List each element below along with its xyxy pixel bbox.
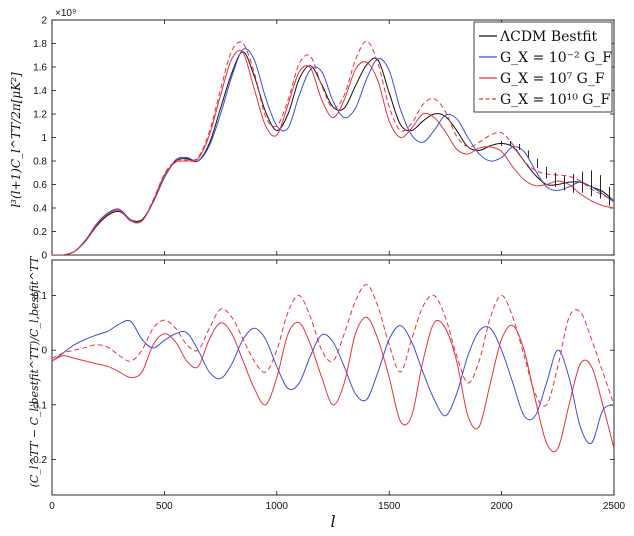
legend-box [473, 21, 613, 113]
bottom-y-tick-label-1: -0.1 [30, 400, 48, 411]
top-axis-ticks: 0 0.2 0.4 0.6 0.8 1 1.2 1.4 1.6 1.8 2 [33, 16, 615, 262]
legend-label-0: ΛCDM Bestfit [499, 29, 598, 45]
y-exponent-label: ×10⁹ [55, 8, 76, 19]
top-y-tick-label-9: 1.8 [33, 39, 47, 50]
error-bars [501, 141, 610, 206]
x-tick-label-1: 500 [156, 501, 173, 512]
bottom-panel-frame [51, 259, 615, 496]
top-y-tick-label-8: 1.6 [33, 63, 47, 74]
top-y-tick-label-3: 0.6 [33, 180, 47, 191]
bottom-y-tick-label-2: 0 [41, 346, 47, 357]
x-tick-label-0: 0 [49, 501, 55, 512]
x-tick-label-4: 2000 [490, 501, 513, 512]
bottom-y-tick-label-3: 0.1 [33, 291, 47, 302]
legend-label-2: G_X = 10⁷ G_F [500, 71, 605, 87]
top-series-group [52, 40, 614, 255]
top-y-tick-label-6: 1.2 [33, 110, 47, 121]
bottom-series-group [52, 284, 614, 453]
top-y-tick-label-2: 0.4 [33, 204, 47, 215]
top-series-gx_1e7 [52, 50, 614, 255]
top-y-tick-label-10: 2 [41, 16, 47, 27]
top-y-tick-label-4: 0.8 [33, 157, 47, 168]
x-tick-label-3: 1500 [378, 501, 401, 512]
top-y-tick-label-5: 1 [41, 133, 47, 144]
x-tick-label-2: 1000 [266, 501, 289, 512]
top-y-tick-label-1: 0.2 [33, 227, 47, 238]
x-tick-label-5: 2500 [603, 501, 626, 512]
bottom-axis-ticks: 0 500 1000 1500 2000 2500 -0.2 -0.1 0 0.1 [30, 260, 626, 512]
bottom-series-gx_1e10 [52, 284, 614, 407]
x-axis-label: l [330, 512, 335, 531]
legend-label-3: G_X = 10¹⁰ G_F [500, 92, 610, 108]
bottom-y-tick-label-0: -0.2 [30, 455, 48, 466]
top-series-gx_1e10 [52, 40, 614, 255]
top-y-tick-label-7: 1.4 [33, 86, 47, 97]
top-y-tick-label-0: 0 [41, 251, 47, 262]
legend: ΛCDM Bestfit G_X = 10⁻² G_F G_X = 10⁷ G_F G… [473, 21, 613, 113]
legend-label-1: G_X = 10⁻² G_F [500, 50, 612, 66]
bottom-series-gx_1e7 [52, 316, 614, 453]
bottom-y-axis-label: (C_l^TT − C_l,bestfit^TT)/C_l,bestfit^TT [28, 255, 41, 487]
top-y-axis-label: l³(l+1)C_l^TT/2π[μK²] [9, 72, 23, 208]
bottom-series-gx_1e-2 [52, 319, 614, 445]
